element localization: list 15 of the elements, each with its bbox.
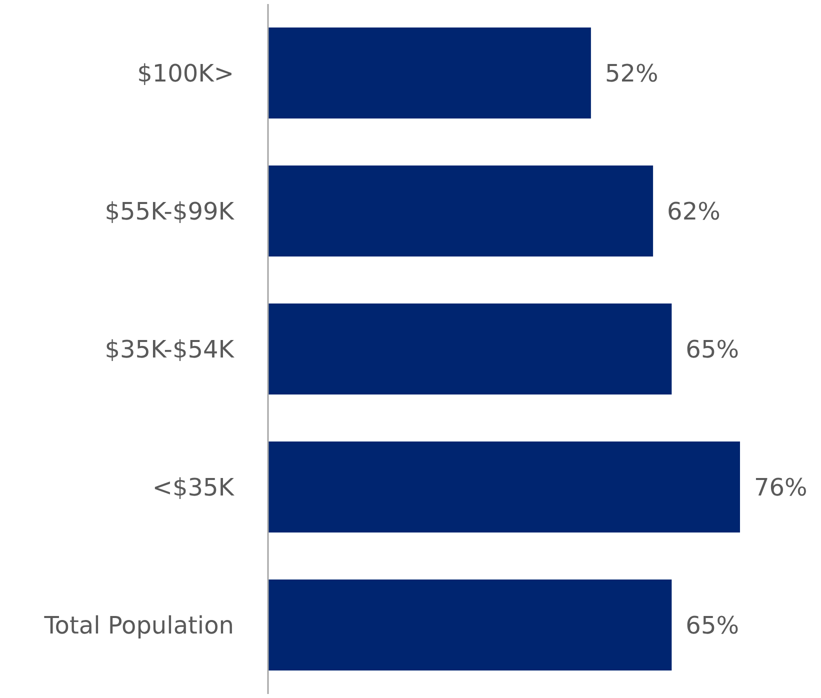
y-tick-label: $55K-$99K bbox=[104, 198, 236, 226]
data-label: 62% bbox=[667, 197, 720, 226]
y-tick-label: $100K> bbox=[137, 60, 234, 88]
bar bbox=[268, 441, 740, 532]
y-tick-label: <$35K bbox=[152, 474, 236, 502]
data-label: 76% bbox=[754, 473, 808, 502]
bar bbox=[268, 579, 672, 670]
data-label: 52% bbox=[604, 59, 658, 88]
y-tick-label: Total Population bbox=[43, 612, 234, 640]
bar bbox=[268, 165, 654, 256]
data-label: 65% bbox=[686, 335, 740, 364]
bar bbox=[268, 303, 672, 394]
data-label: 65% bbox=[686, 611, 740, 640]
bar bbox=[268, 27, 591, 118]
y-tick-label: $35K-$54K bbox=[104, 336, 236, 364]
